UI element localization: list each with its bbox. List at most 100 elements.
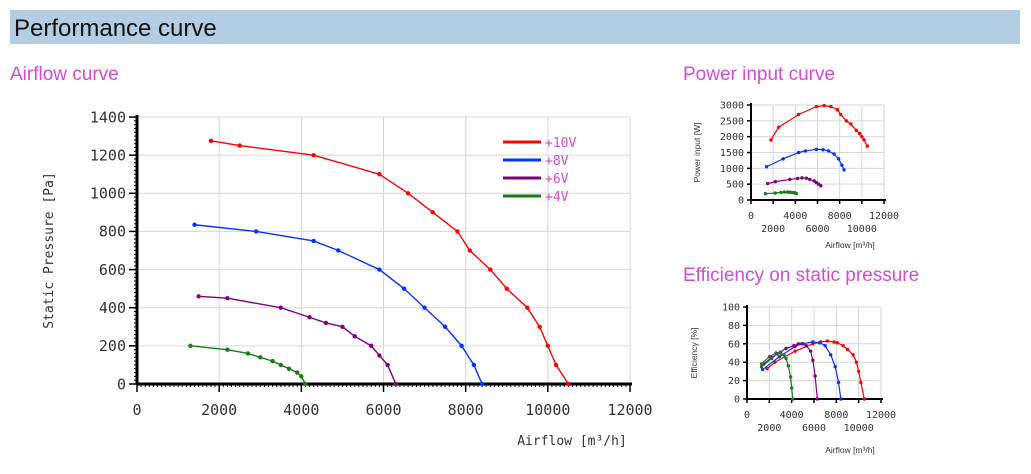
series-point [795,176,800,181]
series-point [525,305,530,310]
series-point [817,341,822,345]
series-point [823,343,827,348]
series-point [813,374,817,378]
series-point [245,351,251,356]
series-point [796,112,801,117]
series-point [792,343,796,348]
series-point [401,286,407,291]
series-point [796,150,801,155]
x-tick-label: 0 [748,211,754,222]
series-point [488,267,493,272]
series-point [295,370,300,375]
series-point [836,157,841,161]
series-point [537,324,542,329]
y-tick-label: 1000 [90,185,126,203]
page-title: Performance curve [14,15,217,42]
series-point [814,147,819,152]
series-point [763,191,768,196]
series-point [842,168,846,172]
series-point [760,367,765,372]
series-point [815,397,820,401]
series-point [814,104,819,109]
series-point [793,349,797,353]
series-point [859,380,863,385]
y-tick-label: 1200 [90,146,126,164]
series-point [459,343,464,349]
series-point [857,131,862,136]
series-point [777,354,782,359]
y-tick-label: 500 [726,180,744,191]
series-point [794,191,799,196]
series-point [471,362,477,368]
series-point [377,172,382,177]
series-point [553,362,559,368]
y-tick-label: 200 [99,337,126,355]
series-point [188,343,193,349]
x-tick-label: 2000 [761,224,785,235]
series-point [393,381,399,387]
series-point [765,366,769,371]
series-point [430,210,435,215]
series-point [854,128,858,133]
series-point [788,177,792,182]
x-axis-label: Airflow [m³/h] [825,445,875,455]
series-point [479,381,485,387]
series-point [845,347,850,352]
efficiency-section-title: Efficiency on static pressure [683,265,920,286]
series-point [844,119,849,123]
series-point [826,149,831,153]
series-point [405,191,411,196]
series-point [800,176,804,180]
y-tick-label: 0 [117,375,126,393]
series-point [278,362,283,368]
series-point [822,103,826,108]
series-line [766,340,865,400]
series-point [839,397,843,401]
x-tick-label: 12000 [866,410,896,421]
legend-label: +4V [545,190,569,205]
series-point [773,191,778,195]
series-point [286,366,292,371]
page-header: Performance curve [10,10,1020,44]
y-tick-label: 1000 [720,164,744,175]
x-axis-label: Airflow [m³/h] [517,434,627,449]
series-point [791,397,795,401]
y-tick-label: 1400 [90,108,126,126]
series-point [323,320,329,326]
series-point [829,104,833,109]
series-point [840,163,844,167]
series-point [836,380,841,385]
x-tick-label: 4000 [780,410,804,421]
series-point [781,157,785,161]
series-point [208,138,214,144]
x-tick-label: 6000 [365,401,401,419]
y-tick-label: 0 [734,395,740,406]
series-point [442,324,448,329]
series-point [829,353,833,357]
series-point [385,362,390,368]
series-point [773,179,778,184]
series-point [278,305,283,310]
series-point [803,149,808,153]
series-point [860,134,864,139]
series-point [299,374,304,379]
x-tick-label: 8000 [828,211,852,222]
series-point [782,353,786,357]
series-point [759,362,764,366]
series-point [422,305,427,310]
series-point [804,176,809,180]
series-point [862,138,866,142]
series-point [270,358,275,364]
series-point [759,365,764,369]
series-point [854,360,859,364]
series-point [862,397,866,401]
x-tick-label: 6000 [802,423,826,434]
power-section-title: Power input curve [683,64,836,85]
x-tick-label: 6000 [805,224,829,235]
series-point [504,286,509,291]
x-tick-label: 8000 [448,401,484,419]
series-point [851,353,855,357]
